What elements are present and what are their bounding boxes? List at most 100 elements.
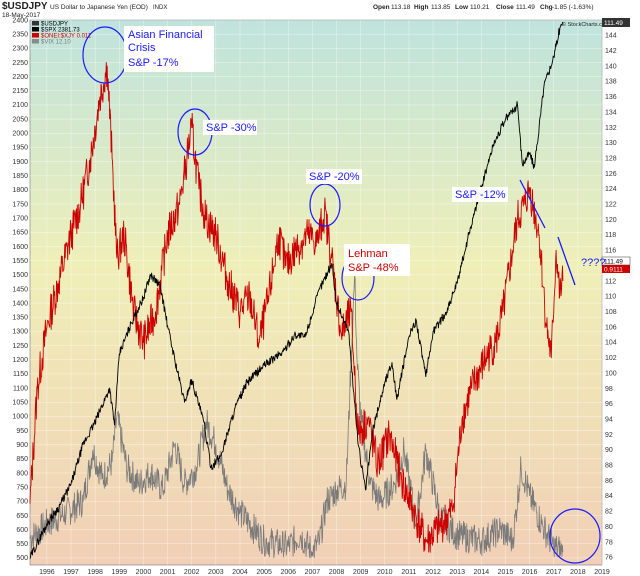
right-axis-tick-label: 138 [605, 79, 617, 86]
right-axis-tick-label: 116 [605, 248, 616, 255]
x-axis-tick-label: 2002 [184, 569, 200, 576]
left-axis-tick-label: 1400 [12, 300, 28, 307]
series-ratio-line [29, 61, 564, 553]
asian-crisis-line2: Crisis [128, 42, 156, 54]
x-axis-tick-label: 2003 [208, 569, 224, 576]
x-axis-tick-label: 1997 [63, 569, 79, 576]
chg-value: -1.85 (-1.63%) [552, 4, 594, 11]
x-axis-tick-label: 2000 [136, 569, 152, 576]
x-axis: 1996 1997 1998 1999 2000 2001 2002 2003 2004 2005… [39, 569, 610, 576]
x-axis-tick-label: 2018 [570, 569, 586, 576]
chart-date: 18-May-2017 [2, 12, 41, 19]
right-axis-tick-label: 130 [605, 140, 617, 147]
right-axis-tick-label: 82 [605, 509, 613, 516]
x-axis-tick-label: 2013 [449, 569, 465, 576]
last-close-badge-text: 111.49 [604, 20, 623, 27]
sp20-label-box [306, 169, 362, 184]
close-label: Close [496, 4, 514, 11]
left-axis-tick-label: 1500 [12, 272, 28, 279]
left-axis-tick-label: 900 [16, 442, 28, 449]
right-axis-tick-label: 140 [605, 63, 617, 70]
right-axis: 76 78 80 82 84 86 88 90 92 94 96 98 100 102 104 106 108 1… [605, 33, 617, 562]
right-axis-tick-label: 84 [605, 493, 613, 500]
x-axis-tick-label: 2014 [474, 569, 490, 576]
right-axis-tick-label: 106 [605, 324, 617, 331]
left-axis-tick-label: 1150 [13, 371, 28, 378]
trend-line-1 [519, 179, 546, 229]
stockcharts-watermark: © StockCharts.com [562, 21, 610, 28]
right-axis-tick-label: 104 [605, 340, 617, 347]
x-axis-tick-label: 2015 [498, 569, 514, 576]
left-axis-tick-label: 650 [16, 513, 28, 520]
open-label: Open [373, 4, 390, 11]
right-axis-tick-label: 142 [605, 48, 617, 55]
left-axis-tick-label: 1350 [12, 315, 28, 322]
right-axis-tick-label: 118 [605, 232, 616, 239]
x-axis-tick-label: 2019 [594, 569, 610, 576]
right-axis-tick-label: 122 [605, 202, 617, 209]
right-axis-tick-label: 96 [605, 401, 613, 408]
left-axis-tick-label: 1750 [12, 201, 28, 208]
left-axis-tick-label: 2250 [12, 60, 28, 67]
left-axis-tick-label: 2200 [12, 74, 28, 81]
left-axis-tick-label: 2400 [12, 17, 28, 24]
right-axis-tick-label: 76 [605, 555, 613, 562]
left-axis-tick-label: 2100 [12, 102, 28, 109]
left-axis-tick-label: 1650 [12, 230, 28, 237]
x-axis-tick-label: 2016 [522, 569, 538, 576]
legend-vix: $VIX 12.10 [41, 40, 71, 46]
left-axis-tick-label: 550 [16, 541, 28, 548]
asian-crisis-line1: Asian Financial [128, 29, 203, 41]
x-axis-tick-label: 1996 [39, 569, 55, 576]
sp30-label: S&P -30% [206, 122, 257, 134]
right-axis-tick-label: 112 [605, 278, 616, 285]
x-axis-tick-label: 2008 [329, 569, 345, 576]
right-axis-tick-label: 134 [605, 109, 617, 116]
x-axis-tick-label: 2006 [280, 569, 296, 576]
left-axis-tick-label: 1600 [12, 244, 28, 251]
left-axis-tick-label: 2150 [12, 88, 28, 95]
low-label: Low [455, 4, 469, 11]
left-axis-tick-label: 2000 [12, 131, 28, 138]
symbol-description: US Dollar to Japanese Yen (EOD) [50, 4, 148, 11]
ratio-badge-text: 0.9111 [604, 267, 623, 274]
vix-low-circle [549, 508, 601, 564]
x-axis-tick-label: 2005 [256, 569, 272, 576]
legend-ratio: $ONEI:$XJY 0.011 [41, 34, 92, 40]
right-axis-tick-label: 90 [605, 447, 613, 454]
question-marks: ???? [581, 257, 605, 269]
series-spx-line [29, 21, 564, 559]
sp20-label: S&P -20% [309, 171, 360, 183]
x-axis-tick-label: 2001 [160, 569, 176, 576]
left-axis-tick-label: 1050 [12, 400, 28, 407]
left-axis-tick-label: 1850 [12, 173, 28, 180]
left-axis-tick-label: 1300 [12, 329, 28, 336]
sp12-label-box [452, 187, 508, 202]
series-vix-line [29, 274, 564, 559]
left-axis-tick-label: 1550 [12, 258, 28, 265]
right-axis-tick-label: 88 [605, 463, 613, 470]
left-axis-tick-label: 1700 [12, 215, 28, 222]
left-axis-tick-label: 500 [16, 555, 28, 562]
last-close-badge [602, 18, 630, 27]
plot-area [29, 19, 603, 566]
legend-swatch-ratio [32, 33, 39, 38]
right-axis-tick-label: 78 [605, 539, 613, 546]
lehman-label-box [344, 244, 410, 276]
legend-swatch-vix [32, 39, 39, 44]
open-value: 113.18 [391, 4, 411, 11]
x-axis-tick-label: 1999 [112, 569, 128, 576]
left-axis-tick-label: 2050 [12, 116, 28, 123]
legend: $USDJPY $SPX 2381.73 $ONEI:$XJY 0.011 $V… [32, 21, 92, 46]
legend-swatch-usdjpy [32, 21, 39, 26]
left-axis-tick-label: 2300 [12, 46, 28, 53]
chg-label: Chg [540, 4, 553, 11]
right-axis-tick-label: 110 [605, 294, 616, 301]
high-label: High [414, 4, 428, 11]
left-axis-tick-label: 1450 [12, 286, 28, 293]
right-close-badge-text: 111.49 [604, 259, 623, 266]
ratio-badge [602, 265, 630, 273]
x-axis-tick-label: 2011 [401, 569, 416, 576]
